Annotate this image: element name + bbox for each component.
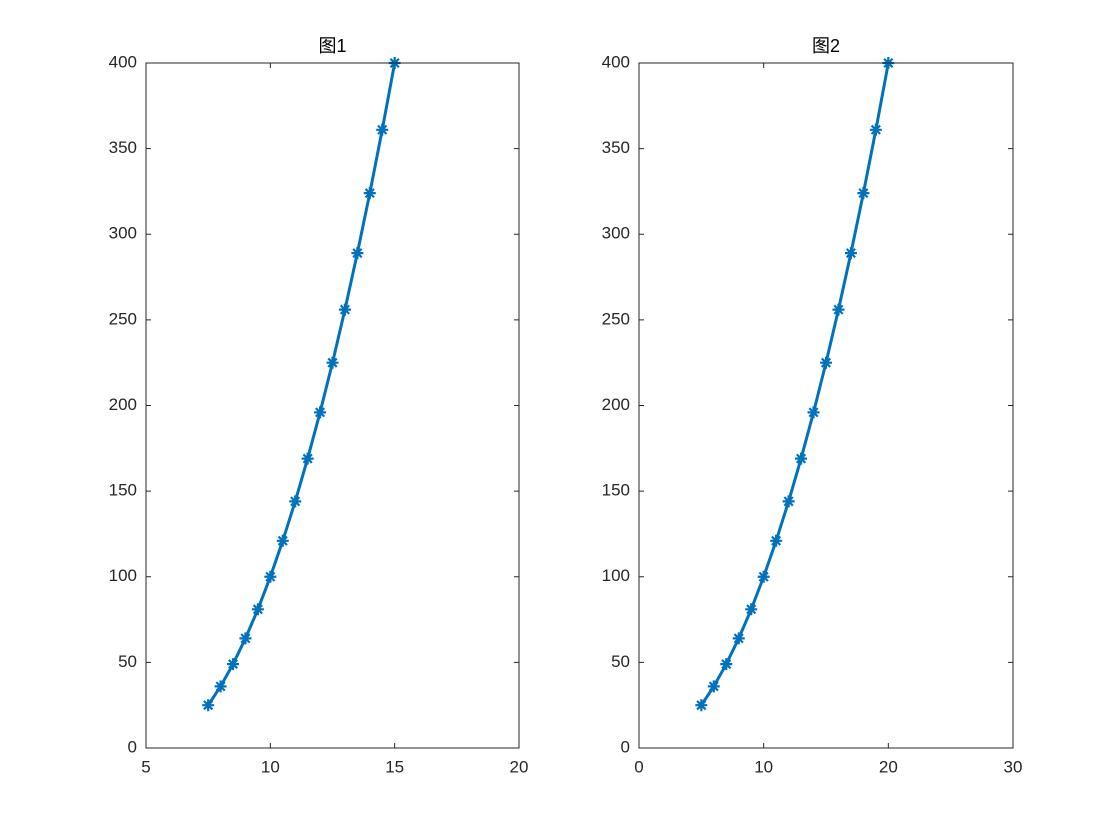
marker xyxy=(202,699,215,712)
y-tick-label: 0 xyxy=(128,737,137,756)
data-line xyxy=(700,62,890,707)
x-tick-label: 20 xyxy=(879,757,898,776)
y-tick-label: 150 xyxy=(109,481,137,500)
y-tick-label: 350 xyxy=(109,138,137,157)
marker xyxy=(869,123,882,136)
y-tick-label: 100 xyxy=(109,566,137,585)
marker xyxy=(745,603,758,616)
y-tick-label: 50 xyxy=(118,652,137,671)
marker xyxy=(695,699,708,712)
marker xyxy=(376,123,389,136)
y-tick-label: 0 xyxy=(621,737,630,756)
y-tick-label: 200 xyxy=(109,395,137,414)
y-tick-label: 250 xyxy=(602,309,630,328)
marker xyxy=(757,570,770,583)
marker xyxy=(820,356,832,369)
marker xyxy=(732,632,745,645)
marker xyxy=(239,632,252,645)
marker xyxy=(326,356,339,369)
marker xyxy=(807,406,820,419)
axes-box xyxy=(638,62,1014,749)
marker xyxy=(227,658,240,671)
marker xyxy=(844,247,857,260)
y-tick-label: 50 xyxy=(611,652,630,671)
y-tick-label: 300 xyxy=(109,224,137,243)
marker xyxy=(314,406,327,419)
marker xyxy=(276,534,289,547)
marker xyxy=(289,495,302,508)
marker xyxy=(214,680,227,693)
marker xyxy=(782,495,795,508)
marker xyxy=(720,658,733,671)
y-tick-label: 400 xyxy=(602,52,630,71)
y-tick-label: 400 xyxy=(109,52,137,71)
x-tick-label: 10 xyxy=(754,757,773,776)
x-tick-label: 10 xyxy=(261,757,280,776)
x-tick-label: 30 xyxy=(1004,757,1023,776)
y-tick-label: 250 xyxy=(109,309,137,328)
marker xyxy=(707,680,720,693)
marker xyxy=(363,187,376,200)
y-tick-label: 300 xyxy=(602,224,630,243)
data-line xyxy=(206,62,397,707)
y-tick-label: 150 xyxy=(602,481,630,500)
marker xyxy=(857,187,870,200)
chart-title: 图1 xyxy=(318,36,346,56)
y-tick-label: 350 xyxy=(602,138,630,157)
marker xyxy=(770,534,783,547)
x-tick-label: 20 xyxy=(510,757,529,776)
marker xyxy=(251,603,264,616)
y-tick-label: 100 xyxy=(602,566,630,585)
y-tick-label: 200 xyxy=(602,395,630,414)
x-tick-label: 5 xyxy=(141,757,150,776)
plot-area xyxy=(146,63,519,748)
marker xyxy=(338,303,351,316)
marker xyxy=(264,570,277,583)
x-tick-label: 0 xyxy=(634,757,643,776)
x-tick-label: 15 xyxy=(385,757,404,776)
axes: 0 50 100 150 200 250 300 350 400 0 10 20 30 图2 xyxy=(602,36,1023,777)
marker xyxy=(832,303,845,316)
axes: 0 50 100 150 200 250 300 350 400 5 10 15 20 图1 xyxy=(109,36,529,777)
axes-box xyxy=(145,62,520,749)
marker xyxy=(301,452,314,465)
marker xyxy=(795,452,808,465)
chart-title: 图2 xyxy=(812,36,840,56)
marker xyxy=(351,247,364,260)
plot-area xyxy=(639,63,1013,748)
